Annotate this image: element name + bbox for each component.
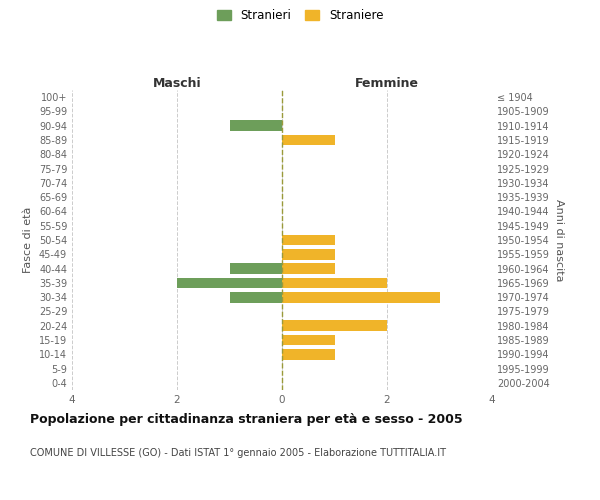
Bar	[177, 278, 282, 288]
Bar	[282, 134, 335, 145]
Bar	[229, 263, 282, 274]
Text: COMUNE DI VILLESSE (GO) - Dati ISTAT 1° gennaio 2005 - Elaborazione TUTTITALIA.I: COMUNE DI VILLESSE (GO) - Dati ISTAT 1° …	[30, 448, 446, 458]
Y-axis label: Anni di nascita: Anni di nascita	[554, 198, 563, 281]
Bar	[282, 292, 439, 302]
Text: Femmine: Femmine	[355, 77, 419, 90]
Bar	[229, 292, 282, 302]
Legend: Stranieri, Straniere: Stranieri, Straniere	[213, 6, 387, 26]
Bar	[282, 320, 387, 331]
Bar	[282, 234, 335, 246]
Text: Popolazione per cittadinanza straniera per età e sesso - 2005: Popolazione per cittadinanza straniera p…	[30, 412, 463, 426]
Bar	[282, 334, 335, 345]
Bar	[229, 120, 282, 131]
Bar	[282, 249, 335, 260]
Y-axis label: Fasce di età: Fasce di età	[23, 207, 33, 273]
Bar	[282, 349, 335, 360]
Bar	[282, 263, 335, 274]
Bar	[282, 278, 387, 288]
Text: Maschi: Maschi	[152, 77, 202, 90]
